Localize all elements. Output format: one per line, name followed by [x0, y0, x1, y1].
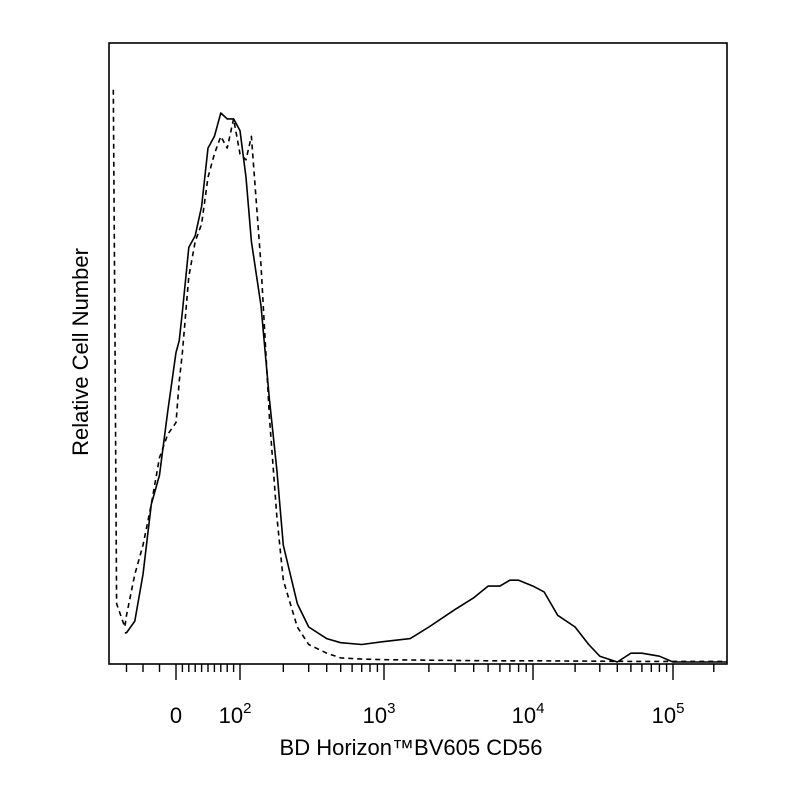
- x-tick-label: 103: [363, 700, 396, 728]
- x-tick-label: 105: [652, 700, 685, 728]
- x-tick-label: 102: [219, 700, 252, 728]
- y-axis-label: Relative Cell Number: [68, 248, 93, 456]
- x-axis-label: BD Horizon™BV605 CD56: [280, 735, 543, 760]
- plot-area: 0 102 103 104 105: [108, 42, 728, 728]
- x-axis-tick-labels: 0 102 103 104 105: [170, 700, 685, 728]
- x-tick-label: 104: [512, 700, 545, 728]
- series-line-solid: [124, 112, 727, 663]
- series-layer: [112, 89, 727, 663]
- plot-frame: [108, 42, 728, 665]
- series-line-dashed: [112, 89, 727, 663]
- x-tick-label: 0: [170, 703, 182, 728]
- x-axis-ticks: [125, 664, 715, 680]
